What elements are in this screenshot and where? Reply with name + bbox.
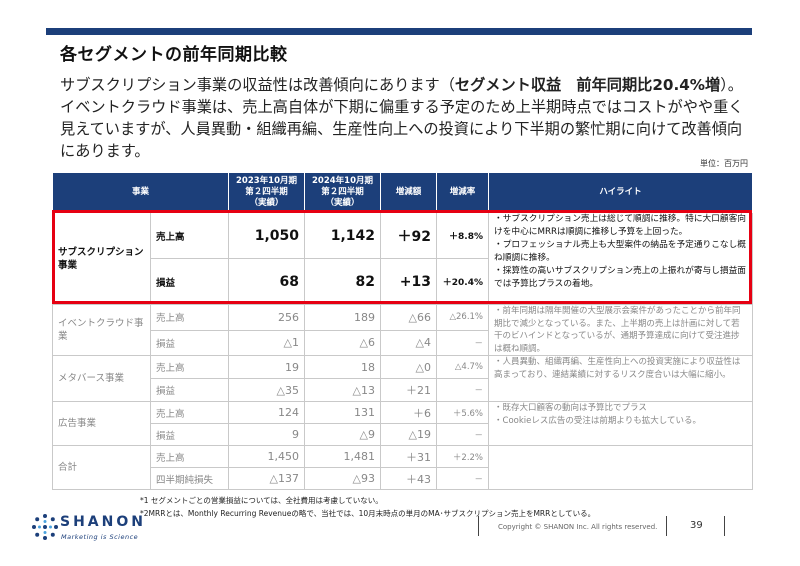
- rate-value: －: [436, 329, 490, 356]
- diff-value: △0: [380, 355, 438, 379]
- prev-value: △35: [228, 378, 306, 402]
- company-logo: SHANON Marketing is Science: [30, 512, 180, 552]
- diff-value: ＋92: [380, 212, 438, 259]
- metric-label: 四半期純損失: [149, 467, 230, 490]
- prev-value: 1,450: [228, 445, 306, 468]
- curr-value: △6: [304, 329, 382, 356]
- segment-highlight: [488, 445, 754, 490]
- logo-starburst-icon: [32, 514, 58, 540]
- table-row: 広告事業 売上高 124 131 ＋6 ＋5.6% ・既存大口顧客の動向は予算比…: [52, 401, 754, 446]
- curr-value: △93: [304, 467, 382, 490]
- footnotes: *1 セグメントごとの営業損益については、全社費用は考慮していない。 *2MRR…: [140, 494, 595, 520]
- segment-comparison-table: 事業 2023年10月期 第２四半期 （実績） 2024年10月期 第２四半期 …: [51, 172, 754, 490]
- metric-label: 売上高: [149, 212, 230, 259]
- segment-name: 合計: [52, 445, 151, 490]
- summary-part-2: ）。イベントクラウド事業は、売上高自体が下期に偏重する予定のため上半期時点ではコ…: [60, 76, 744, 160]
- curr-value: 1,481: [304, 445, 382, 468]
- footer-divider-left: [478, 516, 479, 536]
- diff-value: △4: [380, 329, 438, 356]
- segment-name: イベントクラウド事業: [52, 304, 151, 356]
- diff-value: △66: [380, 304, 438, 331]
- segment-name: サブスクリプション事業: [52, 212, 151, 305]
- rate-value: －: [436, 378, 490, 402]
- table-row: イベントクラウド事業 売上高 256 189 △66 △26.1% ・前年同期は…: [52, 304, 754, 356]
- segment-name: 広告事業: [52, 401, 151, 446]
- table-row: 損益 68 82 +13 ＋20.4%: [53, 258, 753, 305]
- footnote-1: *1 セグメントごとの営業損益については、全社費用は考慮していない。: [140, 496, 383, 505]
- metric-label: 売上高: [149, 304, 230, 331]
- curr-value: 1,142: [304, 212, 382, 259]
- prev-value: 9: [228, 423, 306, 446]
- prev-value: 256: [228, 304, 306, 331]
- top-accent-bar: [46, 28, 752, 35]
- prev-value: △1: [228, 329, 306, 356]
- table-row: 合計 売上高 1,450 1,481 ＋31 ＋2.2%: [52, 445, 754, 490]
- table-row: サブスクリプション事業 売上高 1,050 1,142 ＋92 ＋8.8% ・サ…: [52, 212, 754, 305]
- header-prev: 2023年10月期 第２四半期 （実績）: [228, 172, 306, 213]
- table-row: 四半期純損失 △137 △93 ＋43 －: [53, 467, 753, 490]
- rate-value: △26.1%: [436, 304, 490, 331]
- rate-value: ＋8.8%: [436, 212, 490, 259]
- diff-value: ＋43: [380, 467, 438, 490]
- diff-value: ＋31: [380, 445, 438, 468]
- rate-value: ＋2.2%: [436, 445, 490, 468]
- summary-bold: セグメント収益 前年同期比20.4%増: [454, 76, 721, 94]
- header-curr: 2024年10月期 第２四半期 （実績）: [304, 172, 382, 213]
- header-rate: 増減率: [436, 172, 490, 213]
- diff-value: +13: [380, 258, 438, 305]
- logo-text: SHANON: [60, 514, 146, 530]
- diff-value: ＋6: [380, 401, 438, 424]
- rate-value: ＋5.6%: [436, 401, 490, 424]
- table-row: 損益 9 △9 △19 －: [53, 423, 753, 446]
- table-row: メタバース事業 売上高 19 18 △0 △4.7% ・人員異動、組織再編、生産…: [52, 355, 754, 402]
- logo-tagline: Marketing is Science: [61, 533, 139, 541]
- table-header-row: 事業 2023年10月期 第２四半期 （実績） 2024年10月期 第２四半期 …: [51, 172, 754, 213]
- summary-text: サブスクリプション事業の収益性は改善傾向にあります（セグメント収益 前年同期比2…: [60, 74, 750, 162]
- metric-label: 売上高: [149, 355, 230, 379]
- prev-value: 1,050: [228, 212, 306, 259]
- prev-value: 19: [228, 355, 306, 379]
- curr-value: 82: [304, 258, 382, 305]
- metric-label: 損益: [149, 329, 230, 356]
- header-highlight: ハイライト: [488, 172, 754, 213]
- prev-value: △137: [228, 467, 306, 490]
- metric-label: 損益: [149, 258, 230, 305]
- curr-value: △9: [304, 423, 382, 446]
- curr-value: 189: [304, 304, 382, 331]
- header-segment: 事業: [51, 172, 230, 213]
- metric-label: 売上高: [149, 445, 230, 468]
- page-title: 各セグメントの前年同期比較: [60, 45, 288, 65]
- footer-divider-right: [724, 516, 725, 536]
- rate-value: ＋20.4%: [436, 258, 490, 305]
- segment-highlight: ・サブスクリプション売上は総じて順調に推移。特に大口顧客向けを中心にMRRは順調…: [488, 212, 754, 305]
- segment-highlight: ・人員異動、組織再編、生産性向上への投資実施により収益性は高まっており、連結業績…: [488, 355, 754, 402]
- curr-value: 18: [304, 355, 382, 379]
- segment-highlight: ・既存大口顧客の動向は予算比でプラス ・Cookieレス広告の受注は前期よりも拡…: [488, 401, 754, 446]
- page-number: 39: [690, 520, 703, 531]
- summary-part-1: サブスクリプション事業の収益性は改善傾向にあります（: [60, 76, 455, 94]
- table-row: 損益 △1 △6 △4 －: [53, 329, 753, 356]
- curr-value: △13: [304, 378, 382, 402]
- metric-label: 損益: [149, 378, 230, 402]
- rate-value: －: [436, 467, 490, 490]
- metric-label: 売上高: [149, 401, 230, 424]
- footnote-2: *2MRRとは、Monthly Recurring Revenueの略で、当社で…: [140, 509, 596, 518]
- prev-value: 68: [228, 258, 306, 305]
- diff-value: ＋21: [380, 378, 438, 402]
- curr-value: 131: [304, 401, 382, 424]
- diff-value: △19: [380, 423, 438, 446]
- metric-label: 損益: [149, 423, 230, 446]
- header-diff: 増減額: [380, 172, 438, 213]
- unit-label: 単位：百万円: [700, 159, 748, 168]
- footer-divider-mid: [666, 516, 667, 536]
- table-row: 損益 △35 △13 ＋21 －: [53, 378, 753, 402]
- prev-value: 124: [228, 401, 306, 424]
- segment-name: メタバース事業: [52, 355, 151, 402]
- rate-value: △4.7%: [436, 355, 490, 379]
- copyright-text: Copyright © SHANON Inc. All rights reser…: [498, 523, 658, 531]
- rate-value: －: [436, 423, 490, 446]
- segment-highlight: ・前年同期は隔年開催の大型展示会案件があったことから前年同期比で減少となっている…: [488, 304, 754, 356]
